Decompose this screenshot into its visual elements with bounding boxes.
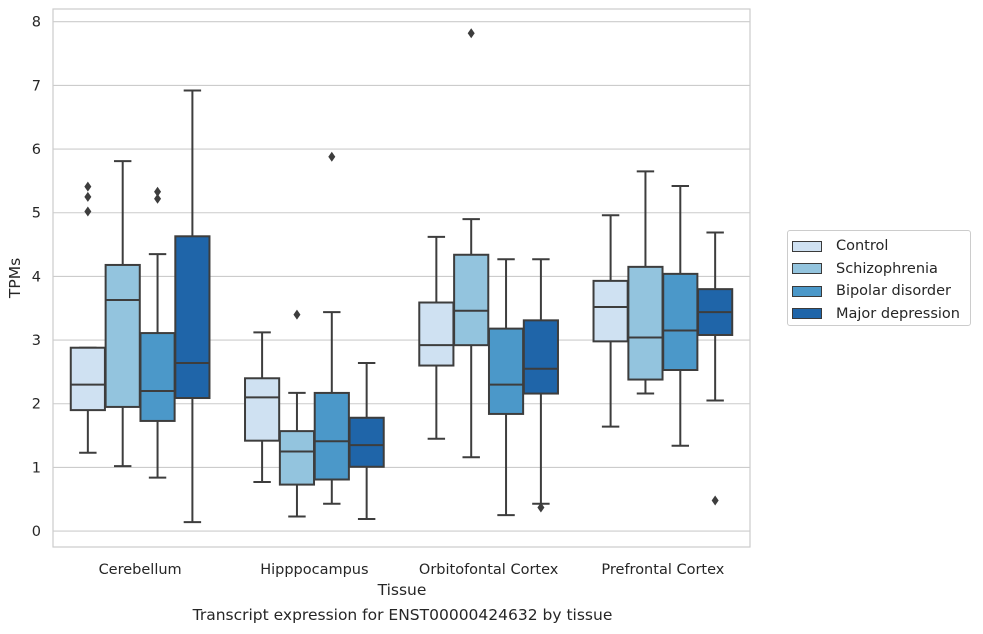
y-tick-label-1: 1 xyxy=(32,460,41,476)
outlier-point-0 xyxy=(537,502,545,513)
box-iqr xyxy=(662,272,699,372)
x-tick-label-0: Cerebellum xyxy=(99,562,182,578)
y-tick-label-7: 7 xyxy=(32,78,41,94)
box-iqr xyxy=(174,235,211,400)
box-iqr xyxy=(348,416,385,468)
box-1-3 xyxy=(627,170,664,395)
box-iqr xyxy=(592,279,629,343)
box-0-0 xyxy=(69,181,106,454)
box-2-1 xyxy=(313,151,350,505)
legend-item-bipolar-disorder: Bipolar disorder xyxy=(792,280,970,303)
box-series xyxy=(69,28,734,524)
box-0-1 xyxy=(244,331,281,484)
legend-swatch-bipolar-disorder xyxy=(792,285,822,297)
box-1-0 xyxy=(104,160,141,468)
legend: Control Schizophrenia Bipolar disorder M… xyxy=(787,230,971,326)
outlier-point-0 xyxy=(467,28,475,39)
x-tick-label-1: Hipppocampus xyxy=(260,562,368,578)
y-tick-label-8: 8 xyxy=(32,15,41,31)
outlier-point-0 xyxy=(328,151,336,162)
legend-item-major-depression: Major depression xyxy=(792,303,970,326)
box-2-3 xyxy=(662,184,699,447)
box-iqr xyxy=(522,319,559,395)
box-3-1 xyxy=(348,361,385,520)
y-tick-label-4: 4 xyxy=(32,269,41,285)
legend-item-schizophrenia: Schizophrenia xyxy=(792,258,970,281)
box-iqr xyxy=(139,332,176,422)
y-tick-label-0: 0 xyxy=(32,524,41,540)
outlier-point-0 xyxy=(293,309,301,320)
legend-item-control: Control xyxy=(792,235,970,258)
box-3-3 xyxy=(697,231,734,506)
box-iqr xyxy=(487,327,525,415)
box-iqr xyxy=(244,377,281,442)
outlier-point-0 xyxy=(154,193,162,204)
y-tick-label-6: 6 xyxy=(32,142,41,158)
gridlines xyxy=(53,21,750,532)
chart-caption: Transcript expression for ENST0000042463… xyxy=(192,606,613,624)
x-axis-label: Tissue xyxy=(377,581,427,599)
box-iqr xyxy=(627,265,664,381)
box-iqr xyxy=(313,391,350,481)
x-tick-label-2: Orbitofontal Cortex xyxy=(419,562,559,578)
legend-label-bipolar-disorder: Bipolar disorder xyxy=(836,283,951,300)
outlier-point-2 xyxy=(84,181,92,192)
y-axis-label: TPMs xyxy=(6,258,24,299)
y-tick-label-2: 2 xyxy=(32,397,41,413)
legend-label-schizophrenia: Schizophrenia xyxy=(836,260,938,277)
box-iqr xyxy=(104,263,141,408)
box-3-0 xyxy=(174,89,211,524)
box-1-1 xyxy=(278,309,316,518)
box-iqr xyxy=(69,346,106,412)
outlier-point-1 xyxy=(84,191,92,202)
legend-swatch-control xyxy=(792,240,822,252)
outlier-point-1 xyxy=(154,186,162,197)
box-iqr xyxy=(278,430,316,486)
box-1-2 xyxy=(453,28,490,459)
box-iqr xyxy=(418,301,455,367)
outlier-point-0 xyxy=(84,206,92,217)
legend-swatch-schizophrenia xyxy=(792,263,822,275)
outlier-point-0 xyxy=(711,495,719,506)
legend-label-major-depression: Major depression xyxy=(836,305,960,322)
box-3-2 xyxy=(522,258,559,513)
box-0-3 xyxy=(592,214,629,428)
legend-swatch-major-depression xyxy=(792,308,822,320)
box-0-2 xyxy=(418,235,455,440)
x-tick-label-3: Prefrontal Cortex xyxy=(601,562,724,578)
y-axis-ticks: 0 1 2 3 4 5 6 7 8 xyxy=(32,15,41,540)
x-axis-ticks: Cerebellum Hipppocampus Orbitofontal Corte… xyxy=(99,562,725,578)
box-2-2 xyxy=(487,258,525,517)
y-tick-label-3: 3 xyxy=(32,333,41,349)
legend-label-control: Control xyxy=(836,238,889,255)
box-iqr xyxy=(453,253,490,347)
y-tick-label-5: 5 xyxy=(32,206,41,222)
